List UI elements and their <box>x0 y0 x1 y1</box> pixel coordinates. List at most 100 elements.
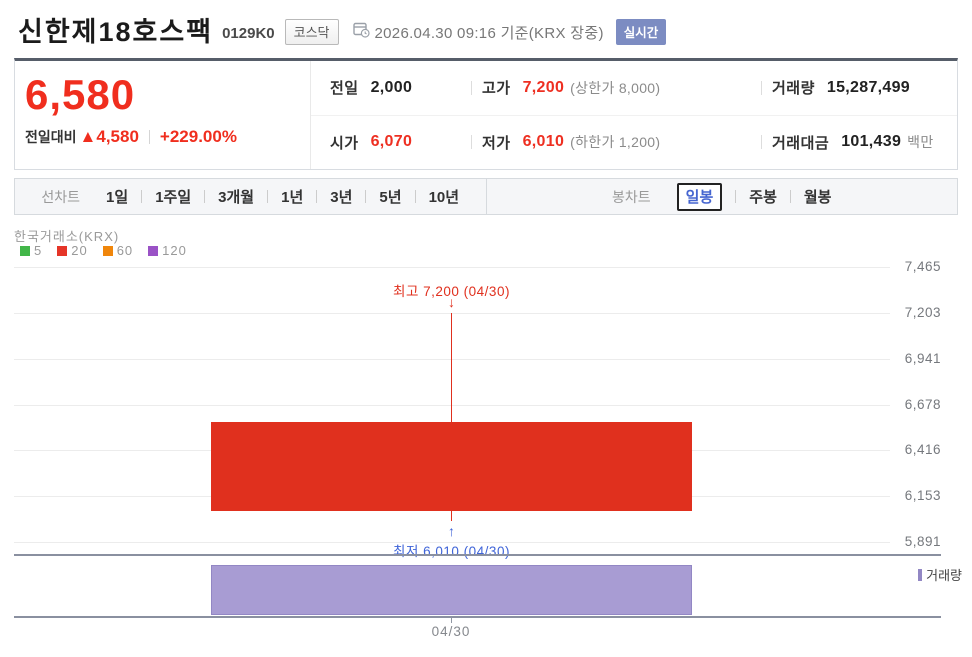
candle-wick <box>450 313 452 522</box>
volume-bar <box>211 565 692 615</box>
divider <box>141 190 143 203</box>
gridline <box>14 312 890 314</box>
gridline <box>14 404 890 406</box>
divider <box>471 135 472 150</box>
change-percent: +229.00% <box>159 127 237 146</box>
amount-unit: 백만 <box>907 134 934 151</box>
period-daily-candle-button[interactable]: 일봉 <box>676 182 723 211</box>
change-label: 전일대비 <box>25 129 77 145</box>
y-axis-tick-label: 6,941 <box>904 350 941 366</box>
prev-close-label: 전일 <box>330 80 359 98</box>
prev-close-cell: 전일 2,000 <box>311 77 471 98</box>
line-chart-period-group: 선차트 1일 1주일 3개월 1년 3년 5년 10년 <box>14 178 486 215</box>
ticker-code: 0129K0 <box>222 24 275 42</box>
divider <box>761 135 762 150</box>
line-chart-label: 선차트 <box>41 188 81 205</box>
stock-title: 신한제18호스팩 <box>18 16 214 47</box>
y-axis-tick-label: 5,891 <box>904 534 941 549</box>
divider <box>316 190 318 203</box>
divider <box>414 190 416 203</box>
candle-chart-period-group: 봉차트 일봉 주봉 월봉 <box>485 178 958 215</box>
amount-value: 101,439 <box>841 133 902 151</box>
ma-legend-item: 120 <box>148 243 187 258</box>
y-axis-tick-label: 6,416 <box>904 442 941 458</box>
moving-average-legend: 5 20 60 120 <box>20 243 202 258</box>
gridline <box>14 267 890 268</box>
quote-summary-box: 6,580 전일대비 ▲ 4,580 +229.00% 전일 2,000 고가 … <box>14 58 958 170</box>
y-axis-tick-label: 7,465 <box>904 259 941 274</box>
volume-value: 15,287,499 <box>826 78 910 96</box>
price-panel-axis <box>14 554 941 556</box>
divider <box>365 190 367 203</box>
candle-chart-label: 봉차트 <box>612 188 651 205</box>
ma-legend-item: 20 <box>57 243 87 258</box>
divider <box>789 190 791 203</box>
period-monthly-candle-button[interactable]: 월봉 <box>803 189 832 206</box>
realtime-badge[interactable]: 실시간 <box>615 19 667 45</box>
period-5year-button[interactable]: 5년 <box>379 189 402 206</box>
down-arrow-icon: ↓ <box>448 294 455 311</box>
amount-cell: 거래대금 101,439 백만 <box>761 132 957 153</box>
period-1year-button[interactable]: 1년 <box>281 189 304 206</box>
current-price: 6,580 <box>25 71 136 118</box>
chart-period-toolbar: 선차트 1일 1주일 3개월 1년 3년 5년 10년 봉차트 일봉 주봉 월봉 <box>14 178 958 215</box>
ma-swatch-icon <box>102 245 113 256</box>
divider <box>148 130 150 144</box>
high-cell: 고가 7,200 (상한가 8,000) <box>471 77 761 98</box>
ma-swatch-icon <box>20 245 30 256</box>
market-badge-kosdaq[interactable]: 코스닥 <box>284 18 339 45</box>
period-weekly-candle-button[interactable]: 주봉 <box>749 189 777 206</box>
volume-panel-axis <box>14 616 941 618</box>
divider <box>761 80 762 95</box>
divider <box>267 190 269 203</box>
ma-legend-item: 5 <box>20 243 42 258</box>
divider <box>735 190 737 203</box>
exchange-label: 한국거래소(KRX) <box>14 229 120 244</box>
period-1day-button[interactable]: 1일 <box>106 189 129 206</box>
quote-row-1: 전일 2,000 고가 7,200 (상한가 8,000) 거래량 15,287… <box>311 61 957 115</box>
quote-row-2: 시가 6,070 저가 6,010 (하한가 1,200) 거래대금 101,4… <box>311 114 957 170</box>
high-annotation: 최고 7,200 (04/30) <box>393 284 510 300</box>
y-axis-tick-label: 6,678 <box>904 396 941 412</box>
ma-swatch-icon <box>57 245 68 256</box>
gridline <box>14 358 890 360</box>
candle-body <box>211 421 692 511</box>
up-arrow-icon: ↑ <box>448 523 455 540</box>
gridline <box>14 542 890 543</box>
volume-legend-label: 거래량 <box>926 568 962 583</box>
low-cell: 저가 6,010 (하한가 1,200) <box>471 132 761 153</box>
open-cell: 시가 6,070 <box>311 132 471 153</box>
open-label: 시가 <box>330 134 359 152</box>
x-tick <box>451 618 452 623</box>
low-label: 저가 <box>482 134 511 152</box>
low-annotation: 최저 6,010 (04/30) <box>393 544 510 560</box>
prev-close-value: 2,000 <box>370 78 413 96</box>
amount-label: 거래대금 <box>772 134 830 152</box>
period-10year-button[interactable]: 10년 <box>428 189 460 206</box>
change-value: 4,580 <box>96 127 139 146</box>
high-label: 고가 <box>482 80 511 98</box>
period-1week-button[interactable]: 1주일 <box>155 189 192 206</box>
open-value: 6,070 <box>370 133 413 151</box>
lower-limit-value: (하한가 1,200) <box>570 134 661 151</box>
high-value: 7,200 <box>522 78 565 96</box>
clock-calendar-icon <box>352 21 370 43</box>
current-price-panel: 6,580 전일대비 ▲ 4,580 +229.00% <box>15 61 311 169</box>
volume-cell: 거래량 15,287,499 <box>761 77 957 98</box>
stock-header: 신한제18호스팩 0129K0 코스닥 2026.04.30 09:16 기준(… <box>0 0 972 58</box>
quote-timestamp: 2026.04.30 09:16 기준(KRX 장중) <box>374 24 604 42</box>
volume-swatch-icon <box>918 568 923 581</box>
divider <box>204 190 206 203</box>
ma-swatch-icon <box>148 245 159 256</box>
volume-label: 거래량 <box>772 80 815 98</box>
x-axis-date-label: 04/30 <box>431 624 471 639</box>
y-axis-tick-label: 6,153 <box>904 488 941 504</box>
low-value: 6,010 <box>522 133 565 151</box>
ma-legend-item: 60 <box>102 243 133 258</box>
period-3year-button[interactable]: 3년 <box>330 189 353 206</box>
candlestick-chart: 한국거래소(KRX) 5 20 60 120 7,465 7,203 6,941 6,678… <box>0 225 972 654</box>
y-axis-tick-label: 7,203 <box>904 304 941 320</box>
period-3month-button[interactable]: 3개월 <box>218 189 255 206</box>
upper-limit-value: (상한가 8,000) <box>570 79 661 96</box>
volume-legend: 거래량 <box>918 565 962 584</box>
